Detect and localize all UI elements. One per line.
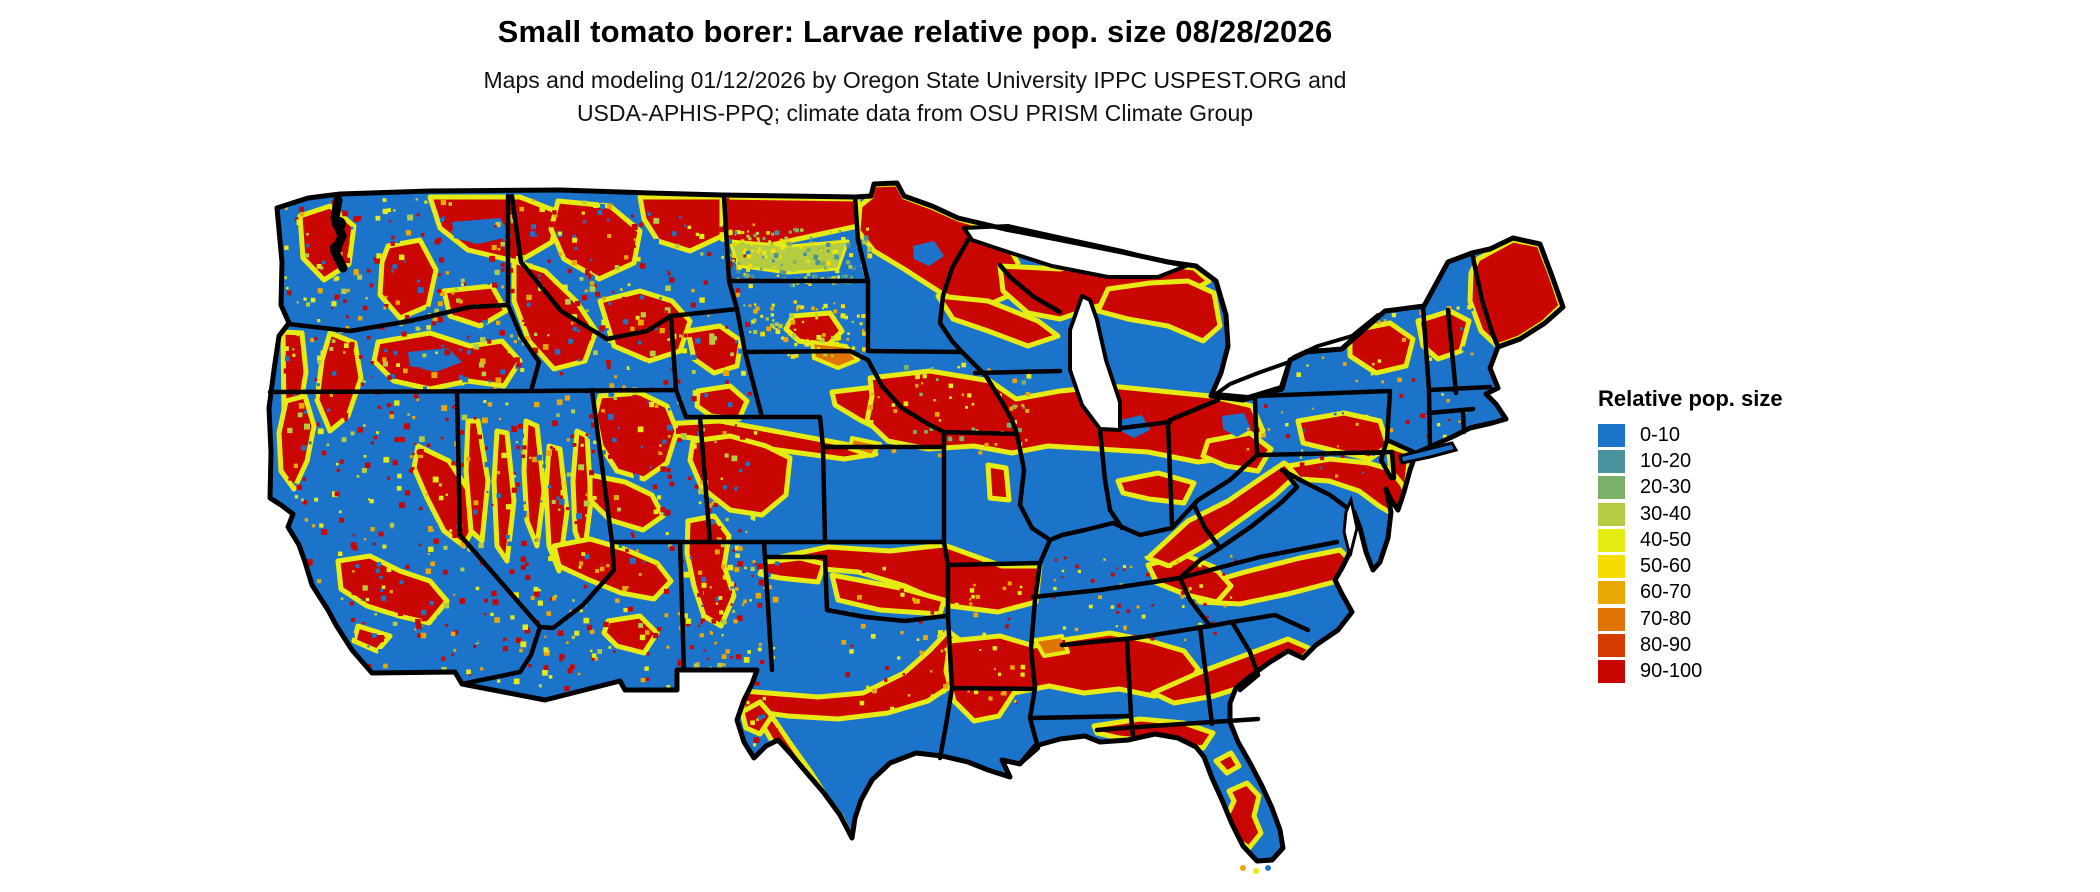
legend-label: 70-80: [1640, 607, 1692, 630]
legend-row: 40-50: [1598, 527, 1783, 553]
lake-michigan: [1068, 294, 1122, 432]
legend-row: 60-70: [1598, 580, 1783, 606]
legend-swatch: [1598, 502, 1625, 526]
legend-label: 80-90: [1640, 634, 1692, 657]
long-island: [1398, 441, 1459, 465]
florida-keys: [1253, 868, 1259, 874]
us-outline: [266, 180, 1566, 864]
map-legend: Relative pop. size 0-10 10-20 20-30 30-4…: [1598, 386, 1783, 685]
legend-row: 90-100: [1598, 659, 1783, 685]
map-header: Small tomato borer: Larvae relative pop.…: [0, 14, 1830, 130]
legend-swatch: [1598, 634, 1625, 658]
state-borders: [267, 193, 1501, 765]
legend-row: 30-40: [1598, 501, 1783, 527]
map-subtitle: Maps and modeling 01/12/2026 by Oregon S…: [0, 64, 1830, 130]
population-raster: [269, 183, 1563, 861]
page-title: Small tomato borer: Larvae relative pop.…: [497, 14, 1333, 49]
puget-sound-inlet: [330, 195, 348, 273]
florida-keys: [1240, 865, 1246, 871]
legend-swatch: [1598, 423, 1625, 447]
legend-label: 30-40: [1640, 502, 1692, 525]
coastal-details: [330, 195, 1459, 874]
legend-row: 70-80: [1598, 606, 1783, 632]
legend-title: Relative pop. size: [1598, 386, 1783, 411]
legend-swatch: [1598, 528, 1625, 552]
legend-label: 0-10: [1640, 423, 1681, 446]
legend-label: 90-100: [1640, 660, 1703, 683]
legend-swatch: [1598, 660, 1625, 684]
legend-row: 10-20: [1598, 448, 1783, 474]
legend-label: 20-30: [1640, 476, 1692, 499]
legend-row: 20-30: [1598, 475, 1783, 501]
legend-row: 0-10: [1598, 422, 1783, 448]
legend-swatch: [1598, 581, 1625, 605]
legend-label: 60-70: [1640, 581, 1692, 604]
legend-swatch: [1598, 449, 1625, 473]
legend-label: 50-60: [1640, 555, 1692, 578]
legend-swatch: [1598, 607, 1625, 631]
puget-sound-blob: [330, 242, 342, 254]
florida-keys: [1265, 865, 1271, 871]
legend-row: 80-90: [1598, 632, 1783, 658]
legend-swatch: [1598, 476, 1625, 500]
subtitle-line-2: USDA-APHIS-PPQ; climate data from OSU PR…: [576, 100, 1254, 126]
chesapeake-bay: [1342, 494, 1359, 557]
legend-label: 10-20: [1640, 449, 1692, 472]
legend-label: 40-50: [1640, 528, 1692, 551]
legend-row: 50-60: [1598, 553, 1783, 579]
puget-sound-blob: [332, 217, 346, 231]
legend-swatch: [1598, 555, 1625, 579]
subtitle-line-1: Maps and modeling 01/12/2026 by Oregon S…: [483, 67, 1347, 93]
